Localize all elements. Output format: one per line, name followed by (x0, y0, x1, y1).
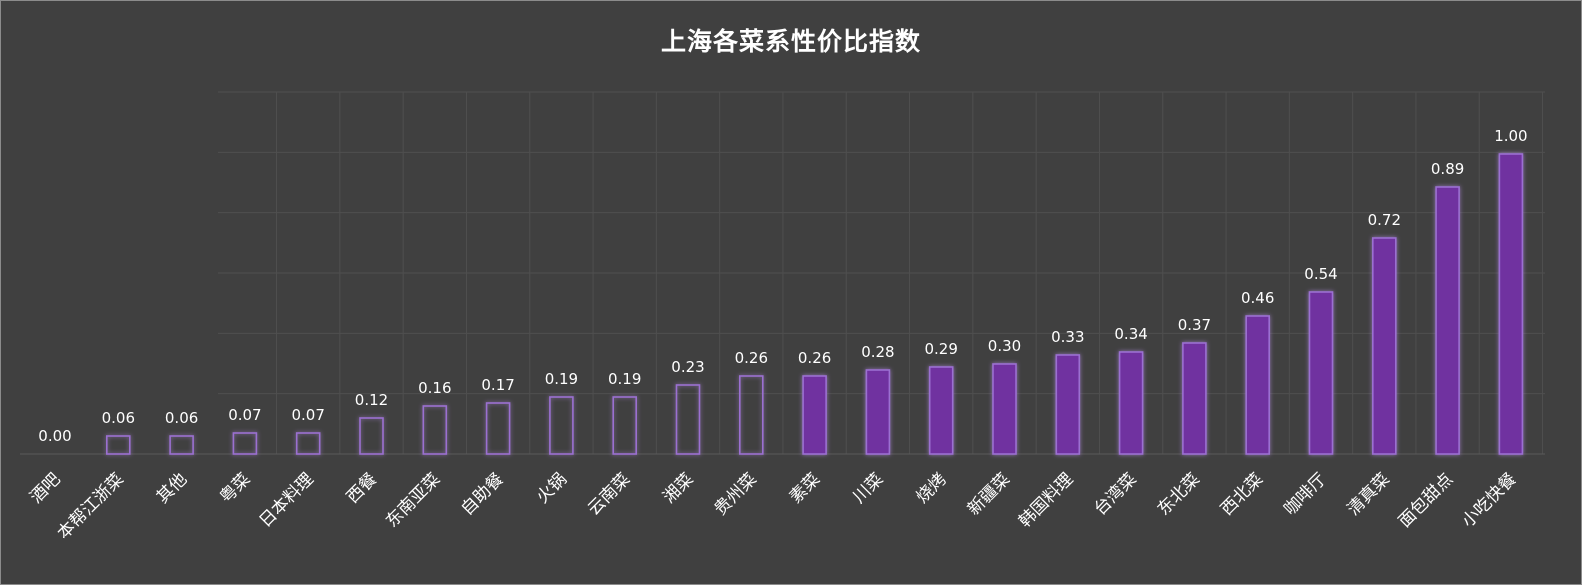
category-label: 川菜 (849, 469, 887, 507)
bar (1182, 342, 1207, 455)
category-label: 咖啡厅 (1280, 469, 1330, 519)
category-label: 云南菜 (584, 469, 634, 519)
bar (1498, 153, 1524, 455)
value-label: 0.07 (228, 406, 261, 424)
value-label: 0.34 (1114, 325, 1147, 343)
category-label: 小吃快餐 (1458, 469, 1520, 531)
category-label: 其他 (153, 469, 191, 507)
value-label: 0.30 (988, 337, 1021, 355)
category-label: 台湾菜 (1090, 469, 1140, 519)
category-label: 素菜 (786, 469, 824, 507)
value-label: 1.00 (1494, 127, 1527, 145)
value-label: 0.06 (102, 409, 135, 427)
category-label: 东北菜 (1154, 469, 1204, 519)
category-label: 面包甜点 (1395, 469, 1457, 531)
value-label: 0.12 (355, 391, 388, 409)
bar (1372, 237, 1397, 455)
chart-title: 上海各菜系性价比指数 (660, 27, 921, 56)
category-label: 清真菜 (1344, 469, 1394, 519)
value-label: 0.54 (1304, 265, 1337, 283)
value-label: 0.23 (671, 358, 704, 376)
value-label: 0.46 (1241, 289, 1274, 307)
bar (169, 435, 194, 455)
category-label: 贵州菜 (711, 469, 761, 519)
bar (422, 405, 448, 455)
value-label: 0.17 (481, 376, 514, 394)
bar (1055, 354, 1081, 455)
value-label: 0.37 (1178, 316, 1211, 334)
value-label: 0.16 (418, 379, 451, 397)
bar (802, 375, 827, 455)
category-label: 西北菜 (1217, 469, 1267, 519)
bar (992, 363, 1017, 455)
category-label: 火锅 (533, 469, 571, 507)
bar (675, 384, 701, 455)
bar (928, 366, 954, 455)
value-label: 0.72 (1368, 211, 1401, 229)
bar (106, 435, 131, 455)
bar (232, 432, 258, 455)
bars (106, 153, 1524, 455)
bar (1435, 186, 1460, 455)
value-label: 0.19 (608, 370, 641, 388)
category-label: 酒吧 (26, 469, 64, 507)
bar (295, 432, 321, 455)
bar (738, 375, 764, 455)
bar (1118, 351, 1144, 455)
value-label: 0.89 (1431, 160, 1464, 178)
value-label: 0.07 (291, 406, 324, 424)
value-label: 0.26 (735, 349, 768, 367)
value-label: 0.19 (545, 370, 578, 388)
value-label: 0.29 (924, 340, 957, 358)
value-label: 0.33 (1051, 328, 1084, 346)
value-label: 0.26 (798, 349, 831, 367)
category-label: 湘菜 (659, 469, 697, 507)
category-label: 西餐 (343, 469, 381, 507)
value-label: 0.00 (38, 427, 71, 445)
category-label: 新疆菜 (964, 469, 1014, 519)
category-label: 自助餐 (457, 469, 507, 519)
bar (359, 417, 384, 455)
category-label: 韩国料理 (1015, 469, 1077, 531)
category-label: 烧烤 (913, 469, 951, 507)
bar (1308, 291, 1334, 455)
category-label: 粤菜 (216, 469, 254, 507)
category-label: 本帮江浙菜 (54, 469, 128, 543)
bar (485, 402, 511, 455)
bar (612, 396, 638, 455)
value-labels: 0.00 0.06 0.06 0.07 0.07 0.12 0.16 0.17 0.19 0.19… (38, 127, 1527, 445)
bar (549, 396, 574, 455)
category-label: 日本料理 (256, 469, 318, 531)
bar (865, 369, 891, 455)
category-label: 东南亚菜 (382, 469, 444, 531)
value-label: 0.06 (165, 409, 198, 427)
value-label: 0.28 (861, 343, 894, 361)
bar (1245, 315, 1270, 455)
